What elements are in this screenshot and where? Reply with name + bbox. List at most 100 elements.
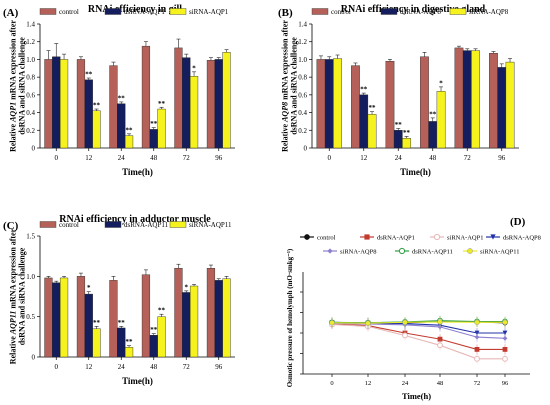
data-point: [474, 355, 480, 362]
bar: [333, 58, 342, 149]
bar: [92, 328, 101, 358]
y-axis-label: Osmotic pressure of hemolymph (mO·smkg⁻¹…: [286, 248, 294, 387]
bar: [316, 59, 326, 149]
bar: [471, 50, 480, 149]
chart-title: RNAi efficiency in gill: [88, 4, 182, 15]
data-point: [327, 248, 333, 254]
bar: [141, 274, 151, 358]
significance-mark: **: [85, 71, 93, 79]
bar: [52, 56, 61, 149]
bar: [174, 268, 183, 358]
panel-label: (B): [278, 7, 293, 19]
legend-label: control: [317, 235, 336, 242]
panel-label: (A): [3, 7, 19, 19]
y-tick-label: 0: [304, 145, 308, 153]
x-tick-label: 12: [85, 363, 93, 371]
y-tick-label: 1.4: [26, 21, 35, 29]
bar: [428, 121, 438, 149]
bar: [84, 79, 93, 149]
legend-swatch: [39, 8, 57, 15]
data-point: [437, 336, 443, 342]
bar: [124, 347, 134, 358]
significance-mark: **: [158, 307, 166, 315]
bar: [149, 129, 158, 149]
data-point: [365, 320, 371, 326]
y-tick-label: 1.0: [298, 56, 307, 64]
data-point: [474, 347, 480, 352]
x-tick-label: 96: [215, 363, 223, 371]
bar: [497, 67, 507, 149]
bar: [59, 277, 69, 358]
x-tick-label: 12: [360, 154, 368, 162]
significance-mark: **: [126, 338, 134, 346]
data-point: [502, 335, 508, 341]
panel-0: (A) RNAi efficiency in gill control dsRNA-A…: [3, 4, 235, 177]
y-tick-label: 1.2: [298, 38, 307, 46]
bar: [206, 60, 216, 149]
series-line: [331, 323, 505, 360]
bar: [44, 277, 53, 358]
data-point: [402, 332, 408, 339]
data-point: [490, 234, 496, 240]
bar: [182, 57, 191, 149]
x-tick-label: 0: [55, 363, 59, 371]
significance-mark: **: [118, 94, 126, 102]
significance-mark: **: [150, 120, 158, 128]
y-tick-label: 0: [32, 354, 36, 362]
significance-mark: *: [87, 284, 91, 292]
x-axis-label: Time(h): [122, 376, 153, 386]
legend-label: siRNA-AQP8: [340, 249, 376, 256]
significance-mark: **: [429, 110, 437, 118]
bar: [420, 56, 429, 149]
legend-label: control: [59, 8, 79, 16]
x-axis-label: Time(h): [400, 167, 431, 177]
panel-label: (D): [510, 216, 526, 228]
x-tick-label: 48: [150, 363, 158, 371]
y-axis-label: Relative AQP8 mRNA expression afterdsRNA…: [280, 20, 298, 152]
data-point: [437, 342, 443, 349]
bar: [359, 94, 369, 149]
significance-mark: **: [126, 126, 134, 134]
legend-label: siRNA-AQP11: [189, 221, 232, 229]
y-tick-label: 1.0: [26, 56, 35, 64]
legend-label: control: [59, 221, 79, 229]
significance-mark: **: [93, 102, 101, 110]
y-tick-label: 0.2: [26, 127, 35, 135]
legend-label: dsRNA-AQP8: [400, 8, 441, 16]
y-tick-label: 1.2: [26, 38, 35, 46]
data-point: [474, 319, 480, 325]
data-point: [467, 248, 473, 254]
bar: [324, 59, 334, 149]
legend-label: control: [331, 8, 351, 16]
significance-mark: **: [395, 121, 403, 129]
data-point: [433, 233, 441, 241]
y-tick-label: 0.6: [26, 91, 35, 99]
y-tick-label: 0.5: [26, 313, 35, 321]
legend-swatch: [104, 221, 122, 228]
x-tick-label: 96: [502, 380, 509, 387]
bar: [52, 282, 61, 358]
bar: [351, 65, 360, 149]
bar: [489, 53, 498, 149]
legend-label: siRNA-AQP1: [189, 8, 229, 16]
bar: [206, 268, 216, 358]
y-tick-label: 0.4: [298, 109, 307, 117]
bar: [124, 135, 134, 149]
x-tick-label: 12: [365, 380, 372, 387]
data-point: [502, 319, 508, 325]
y-tick-label: 0.2: [298, 127, 307, 135]
chart-title: RNAi efficiency in digestive gland: [341, 4, 486, 15]
bar: [189, 285, 199, 358]
significance-mark: **: [369, 104, 377, 112]
legend-label: dsRNA-AQP8: [503, 235, 541, 242]
bar: [174, 47, 183, 149]
significance-mark: **: [360, 86, 368, 94]
y-tick-label: 1.0: [26, 273, 35, 281]
bar: [214, 280, 223, 358]
panel-3: (D) control dsRNA-AQP1 siRNA-AQP1 dsRNA-AQP8…: [286, 216, 541, 401]
bar: [385, 61, 395, 149]
x-tick-label: 96: [215, 154, 223, 162]
bar: [117, 103, 126, 149]
significance-mark: *: [439, 79, 443, 87]
bar: [182, 292, 191, 358]
